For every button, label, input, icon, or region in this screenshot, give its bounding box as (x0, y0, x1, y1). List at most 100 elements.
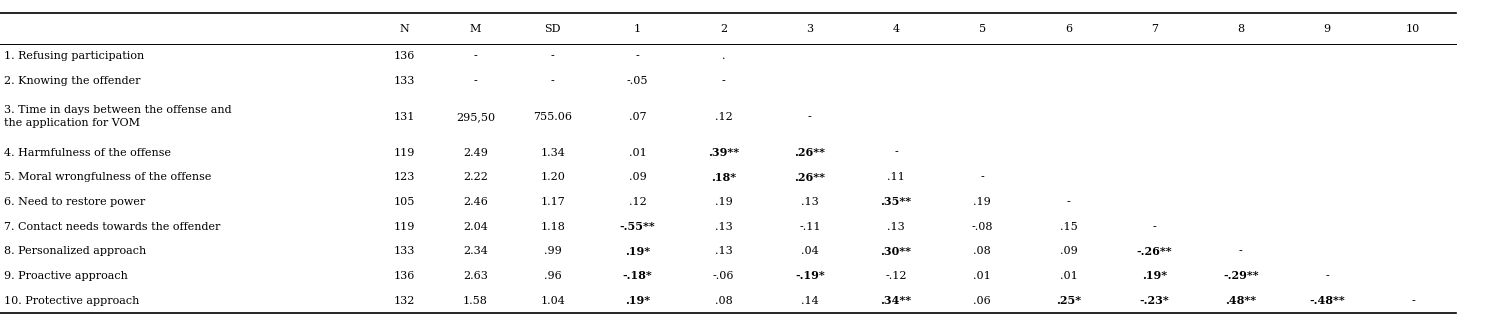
Text: 119: 119 (394, 148, 415, 157)
Text: 5: 5 (979, 23, 985, 34)
Text: 7: 7 (1152, 23, 1158, 34)
Text: 2.04: 2.04 (464, 222, 487, 231)
Text: -: - (474, 52, 477, 61)
Text: -: - (1412, 296, 1415, 305)
Text: 2.34: 2.34 (464, 246, 487, 256)
Text: .01: .01 (1060, 271, 1077, 281)
Text: -: - (1239, 246, 1242, 256)
Text: 9: 9 (1324, 23, 1330, 34)
Text: 10: 10 (1406, 23, 1421, 34)
Text: .99: .99 (544, 246, 562, 256)
Text: 8. Personalized approach: 8. Personalized approach (4, 246, 147, 256)
Text: .39**: .39** (709, 147, 739, 158)
Text: .04: .04 (801, 246, 819, 256)
Text: -: - (636, 52, 639, 61)
Text: -.55**: -.55** (620, 221, 655, 232)
Text: .96: .96 (544, 271, 562, 281)
Text: .13: .13 (801, 197, 819, 207)
Text: .19: .19 (715, 197, 733, 207)
Text: 2.63: 2.63 (464, 271, 487, 281)
Text: M: M (470, 23, 481, 34)
Text: -: - (895, 148, 898, 157)
Text: 1.34: 1.34 (541, 148, 565, 157)
Text: .13: .13 (715, 246, 733, 256)
Text: -: - (808, 112, 811, 122)
Text: 1.04: 1.04 (541, 296, 565, 305)
Text: 105: 105 (394, 197, 415, 207)
Text: 1. Refusing participation: 1. Refusing participation (4, 52, 144, 61)
Text: .35**: .35** (881, 197, 911, 207)
Text: .11: .11 (887, 172, 905, 182)
Text: 6. Need to restore power: 6. Need to restore power (4, 197, 146, 207)
Text: -: - (981, 172, 984, 182)
Text: -.29**: -.29** (1223, 271, 1259, 281)
Text: 4. Harmfulness of the offense: 4. Harmfulness of the offense (4, 148, 171, 157)
Text: .07: .07 (629, 112, 646, 122)
Text: .08: .08 (715, 296, 733, 305)
Text: 755.06: 755.06 (533, 112, 572, 122)
Text: .12: .12 (715, 112, 733, 122)
Text: 1.58: 1.58 (464, 296, 487, 305)
Text: .13: .13 (715, 222, 733, 231)
Text: .09: .09 (629, 172, 646, 182)
Text: 10. Protective approach: 10. Protective approach (4, 296, 140, 305)
Text: .06: .06 (973, 296, 991, 305)
Text: SD: SD (544, 23, 562, 34)
Text: 9. Proactive approach: 9. Proactive approach (4, 271, 128, 281)
Text: 2. Knowing the offender: 2. Knowing the offender (4, 76, 141, 86)
Text: 3. Time in days between the offense and
the application for VOM: 3. Time in days between the offense and … (4, 105, 232, 128)
Text: .25*: .25* (1057, 295, 1080, 306)
Text: 2.22: 2.22 (464, 172, 487, 182)
Text: .: . (722, 52, 725, 61)
Text: -: - (474, 76, 477, 86)
Text: 295,50: 295,50 (456, 112, 495, 122)
Text: .01: .01 (629, 148, 646, 157)
Text: -: - (1326, 271, 1328, 281)
Text: .19*: .19* (1143, 271, 1167, 281)
Text: 5. Moral wrongfulness of the offense: 5. Moral wrongfulness of the offense (4, 172, 212, 182)
Text: N: N (400, 23, 409, 34)
Text: -.23*: -.23* (1140, 295, 1169, 306)
Text: .19*: .19* (626, 295, 649, 306)
Text: .14: .14 (801, 296, 819, 305)
Text: -: - (1153, 222, 1156, 231)
Text: 1.20: 1.20 (541, 172, 565, 182)
Text: 4: 4 (893, 23, 899, 34)
Text: -: - (551, 76, 554, 86)
Text: 2.46: 2.46 (464, 197, 487, 207)
Text: -.19*: -.19* (795, 271, 825, 281)
Text: -: - (551, 52, 554, 61)
Text: .19: .19 (973, 197, 991, 207)
Text: 131: 131 (394, 112, 415, 122)
Text: .08: .08 (973, 246, 991, 256)
Text: 1: 1 (635, 23, 640, 34)
Text: .19*: .19* (626, 246, 649, 257)
Text: 2: 2 (721, 23, 727, 34)
Text: -.06: -.06 (713, 271, 734, 281)
Text: 119: 119 (394, 222, 415, 231)
Text: 136: 136 (394, 52, 415, 61)
Text: 3: 3 (807, 23, 813, 34)
Text: .12: .12 (629, 197, 646, 207)
Text: -: - (722, 76, 725, 86)
Text: .15: .15 (1060, 222, 1077, 231)
Text: -: - (1067, 197, 1070, 207)
Text: .01: .01 (973, 271, 991, 281)
Text: -.05: -.05 (627, 76, 648, 86)
Text: -.18*: -.18* (623, 271, 652, 281)
Text: .13: .13 (887, 222, 905, 231)
Text: -.26**: -.26** (1137, 246, 1172, 257)
Text: 8: 8 (1238, 23, 1244, 34)
Text: .18*: .18* (712, 172, 736, 183)
Text: 6: 6 (1065, 23, 1071, 34)
Text: .30**: .30** (881, 246, 911, 257)
Text: .26**: .26** (795, 172, 825, 183)
Text: .26**: .26** (795, 147, 825, 158)
Text: 2.49: 2.49 (464, 148, 487, 157)
Text: -.08: -.08 (972, 222, 993, 231)
Text: 1.18: 1.18 (541, 222, 565, 231)
Text: -.12: -.12 (886, 271, 906, 281)
Text: -.48**: -.48** (1309, 295, 1345, 306)
Text: 7. Contact needs towards the offender: 7. Contact needs towards the offender (4, 222, 221, 231)
Text: 133: 133 (394, 76, 415, 86)
